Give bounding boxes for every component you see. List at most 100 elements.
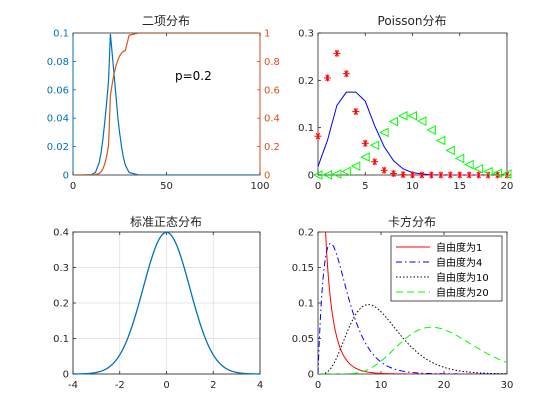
binomial-ytick-label: 0 (63, 171, 69, 182)
normal-ytick-label: 0.3 (53, 263, 69, 274)
binomial-ytick-label: 0.04 (47, 114, 69, 125)
poisson-triangle-point (445, 145, 455, 156)
poisson-triangle-point (464, 159, 474, 170)
poisson-triangle-point (426, 125, 436, 135)
chisquare-xtick-label: 30 (501, 380, 514, 391)
binomial-ytick-label: 0.02 (47, 142, 69, 153)
chisquare-curve-df20 (318, 326, 507, 374)
normal-ytick-label: 0.2 (53, 299, 69, 310)
chisquare-ytick-label: 0.2 (298, 228, 314, 239)
poisson-star-point (446, 171, 454, 179)
normal-ytick-label: 0.1 (53, 334, 69, 345)
binomial-xtick-label: 50 (160, 181, 173, 192)
normal-ytick-label: 0.4 (53, 228, 69, 239)
poisson-triangle-point (388, 116, 399, 127)
binomial-annotation: p=0.2 (175, 69, 212, 83)
poisson-triangle-point (454, 153, 465, 164)
poisson-triangle-point (482, 166, 493, 177)
binomial-ytick-label-right: 1 (264, 29, 270, 40)
chisquare-curve-df1 (325, 232, 507, 374)
binomial-ytick-label-right: 0.6 (264, 85, 280, 96)
poisson-triangle-point (407, 111, 417, 121)
binomial-xtick-label: 100 (250, 181, 269, 192)
binomial-title: 二项分布 (142, 14, 190, 28)
poisson-star-point (380, 166, 388, 174)
poisson-star-point (342, 70, 350, 78)
poisson-xtick-label: 15 (453, 181, 466, 192)
chisquare-xtick-label: 20 (438, 380, 451, 391)
poisson-triangle-point (416, 116, 427, 126)
poisson-triangle-point (322, 169, 332, 180)
binomial-ytick-label: 0.08 (47, 57, 69, 68)
poisson-triangle-point (369, 140, 380, 150)
binomial-axes-frame (72, 32, 261, 176)
legend-label-df10: 自由度为10 (436, 271, 489, 284)
normal-xtick-label: -4 (68, 380, 78, 391)
normal-xtick-label: 0 (163, 380, 169, 391)
poisson-ytick-label: 0 (308, 171, 314, 182)
poisson-triangle-point (435, 135, 446, 146)
binomial-xtick-label: 0 (70, 181, 76, 192)
poisson-triangle-point (350, 161, 361, 171)
binomial-series-left (73, 33, 260, 175)
poisson-triangle-point (331, 169, 342, 179)
poisson-xtick-label: 5 (362, 181, 368, 192)
chisquare-curve-df4 (318, 242, 507, 374)
chisquare-title: 卡方分布 (388, 214, 436, 229)
chisquare-ytick-label: 0.15 (292, 263, 314, 274)
poisson-star-point (323, 74, 331, 82)
normal-pdf-curve (72, 231, 261, 375)
poisson-star-point (437, 171, 445, 179)
poisson-star-point (456, 171, 464, 179)
normal-xtick-label: -2 (115, 380, 125, 391)
chisquare-ytick-label: 0.1 (298, 299, 314, 310)
poisson-star-point (409, 171, 416, 179)
poisson-star-point (399, 171, 407, 179)
chisquare-xtick-label: 0 (315, 380, 321, 391)
poisson-xtick-label: 10 (406, 181, 419, 192)
binomial-series-right (73, 33, 260, 175)
poisson-triangle-point (501, 169, 512, 179)
poisson-triangle-point (473, 164, 484, 174)
binomial-ytick-label: 0.1 (53, 29, 69, 40)
poisson-star-point (390, 170, 398, 178)
poisson-star-point (475, 171, 483, 179)
poisson-triangle-point (379, 127, 389, 138)
poisson-star-point (333, 49, 341, 57)
poisson-star-point (352, 108, 360, 116)
poisson-star-point (427, 171, 435, 179)
poisson-ytick-label: 0.1 (298, 123, 314, 134)
poisson-star-point (418, 171, 426, 179)
binomial-ytick-label-right: 0.2 (264, 142, 280, 153)
normal-xtick-label: 4 (257, 380, 263, 391)
poisson-triangle-point (312, 170, 323, 180)
poisson-triangle-point (397, 111, 408, 121)
legend-label-df4: 自由度为4 (436, 256, 482, 269)
poisson-star-point (314, 132, 322, 140)
normal-xtick-label: 2 (210, 380, 216, 391)
poisson-star-point (361, 139, 369, 147)
binomial-ytick-label: 0.06 (47, 85, 69, 96)
chisquare-xtick-label: 10 (375, 380, 388, 391)
chisquare-legend: 自由度为1 自由度为4 自由度为10 自由度为20 (390, 235, 503, 302)
legend-label-df20: 自由度为20 (436, 286, 489, 299)
poisson-triangle-point (341, 166, 351, 177)
poisson-star-point (371, 158, 379, 166)
normal-title: 标准正态分布 (130, 215, 202, 229)
normal-ytick-label: 0 (63, 370, 69, 381)
poisson-ytick-label: 0.2 (298, 76, 314, 87)
poisson-ytick-label: 0.3 (298, 29, 314, 40)
poisson-axes-frame (317, 32, 508, 176)
chisquare-ytick-label: 0 (308, 370, 314, 381)
poisson-triangle-point (492, 168, 503, 179)
poisson-xtick-label: 20 (501, 181, 514, 192)
chisquare-ytick-label: 0.05 (292, 334, 314, 345)
binomial-ytick-label-right: 0.8 (264, 57, 280, 68)
legend-label-df1: 自由度为1 (436, 241, 482, 254)
chisquare-curve-df10 (318, 304, 507, 374)
poisson-title: Poisson分布 (378, 14, 447, 28)
poisson-xtick-label: 0 (315, 181, 321, 192)
binomial-ytick-label-right: 0.4 (264, 114, 280, 125)
poisson-triangle-point (360, 152, 370, 162)
